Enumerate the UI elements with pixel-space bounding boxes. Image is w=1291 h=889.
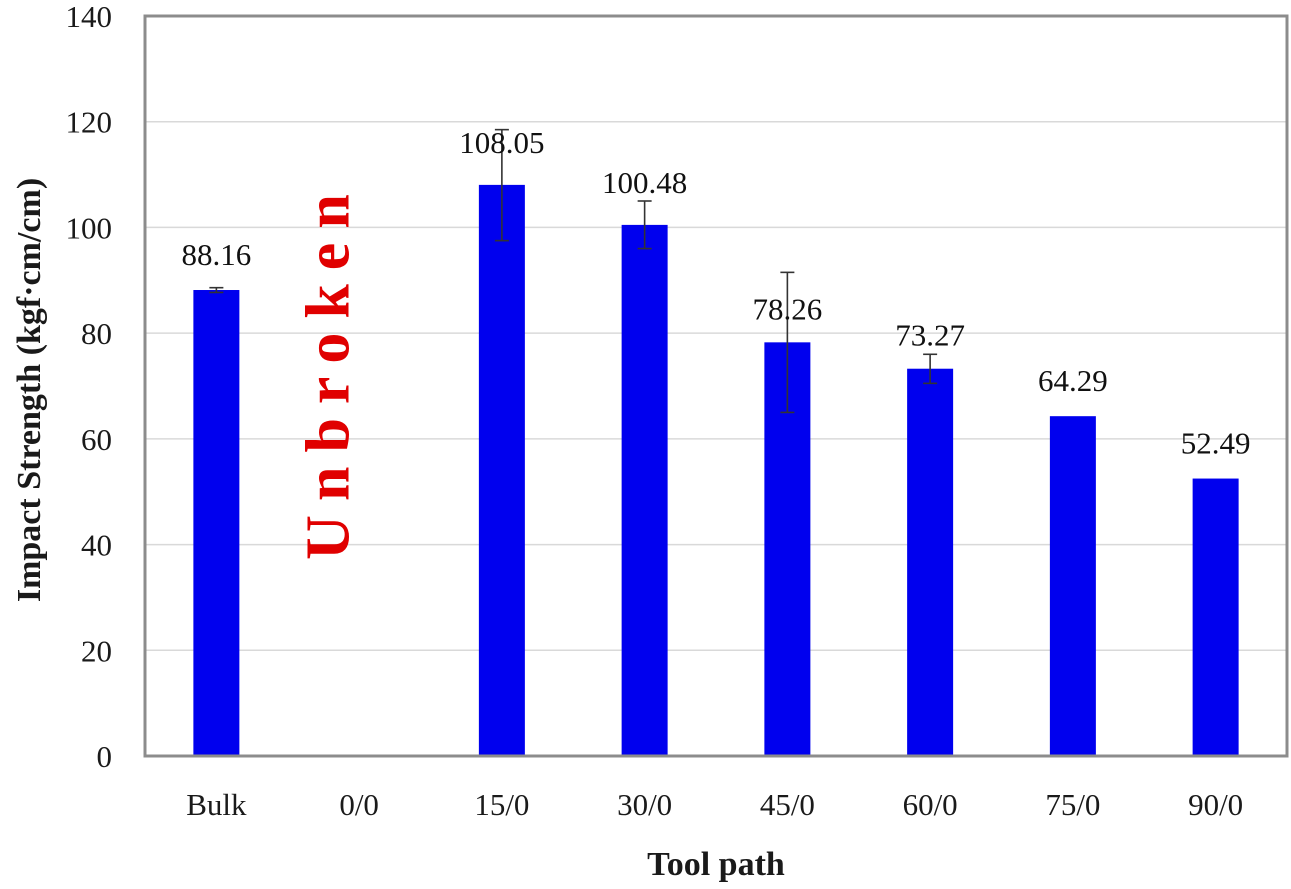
x-tick-label: 90/0 xyxy=(1188,787,1243,822)
bar xyxy=(621,224,668,757)
x-tick-label: 30/0 xyxy=(617,787,672,822)
unbroken-annotation: Unbroken xyxy=(294,180,362,560)
x-axis-title: Tool path xyxy=(647,846,785,883)
bar xyxy=(1192,478,1239,756)
error-bars xyxy=(209,128,938,414)
data-label: 108.05 xyxy=(459,125,544,160)
x-tick-label: 45/0 xyxy=(760,787,815,822)
data-label: 88.16 xyxy=(182,237,252,272)
y-tick-labels: 0 20 40 60 80 100 120 140 xyxy=(66,0,113,774)
x-tick-label: 75/0 xyxy=(1045,787,1100,822)
x-tick-label: 15/0 xyxy=(474,787,529,822)
x-tick-label: Bulk xyxy=(186,787,247,822)
y-tick-label: 140 xyxy=(66,0,113,34)
data-label: 78.26 xyxy=(753,291,823,326)
y-tick-label: 120 xyxy=(66,105,113,140)
bar xyxy=(1049,416,1096,756)
bar xyxy=(193,290,240,756)
data-label: 73.27 xyxy=(895,318,965,353)
bar xyxy=(907,368,954,756)
plot-frame xyxy=(143,14,1289,758)
grid-lines xyxy=(145,120,1287,652)
y-tick-label: 60 xyxy=(81,422,112,457)
x-tick-label: 60/0 xyxy=(903,787,958,822)
data-label: 64.29 xyxy=(1038,363,1108,398)
y-tick-label: 20 xyxy=(81,633,112,668)
bars xyxy=(193,184,1239,757)
data-label: 52.49 xyxy=(1181,426,1251,461)
y-tick-label: 40 xyxy=(81,528,112,563)
y-axis-title: Impact Strength (kgf·cm/cm) xyxy=(11,178,48,602)
bar xyxy=(478,184,525,757)
data-label: 100.48 xyxy=(602,165,687,200)
y-tick-label: 0 xyxy=(97,739,113,774)
x-tick-labels: Bulk 0/0 15/0 30/0 45/0 60/0 75/0 90/0 xyxy=(186,787,1243,822)
data-labels: 88.16 108.05 100.48 78.26 73.27 64.29 52.49 xyxy=(182,125,1251,461)
y-tick-label: 100 xyxy=(66,210,113,245)
x-tick-label: 0/0 xyxy=(339,787,379,822)
y-tick-label: 80 xyxy=(81,316,112,351)
